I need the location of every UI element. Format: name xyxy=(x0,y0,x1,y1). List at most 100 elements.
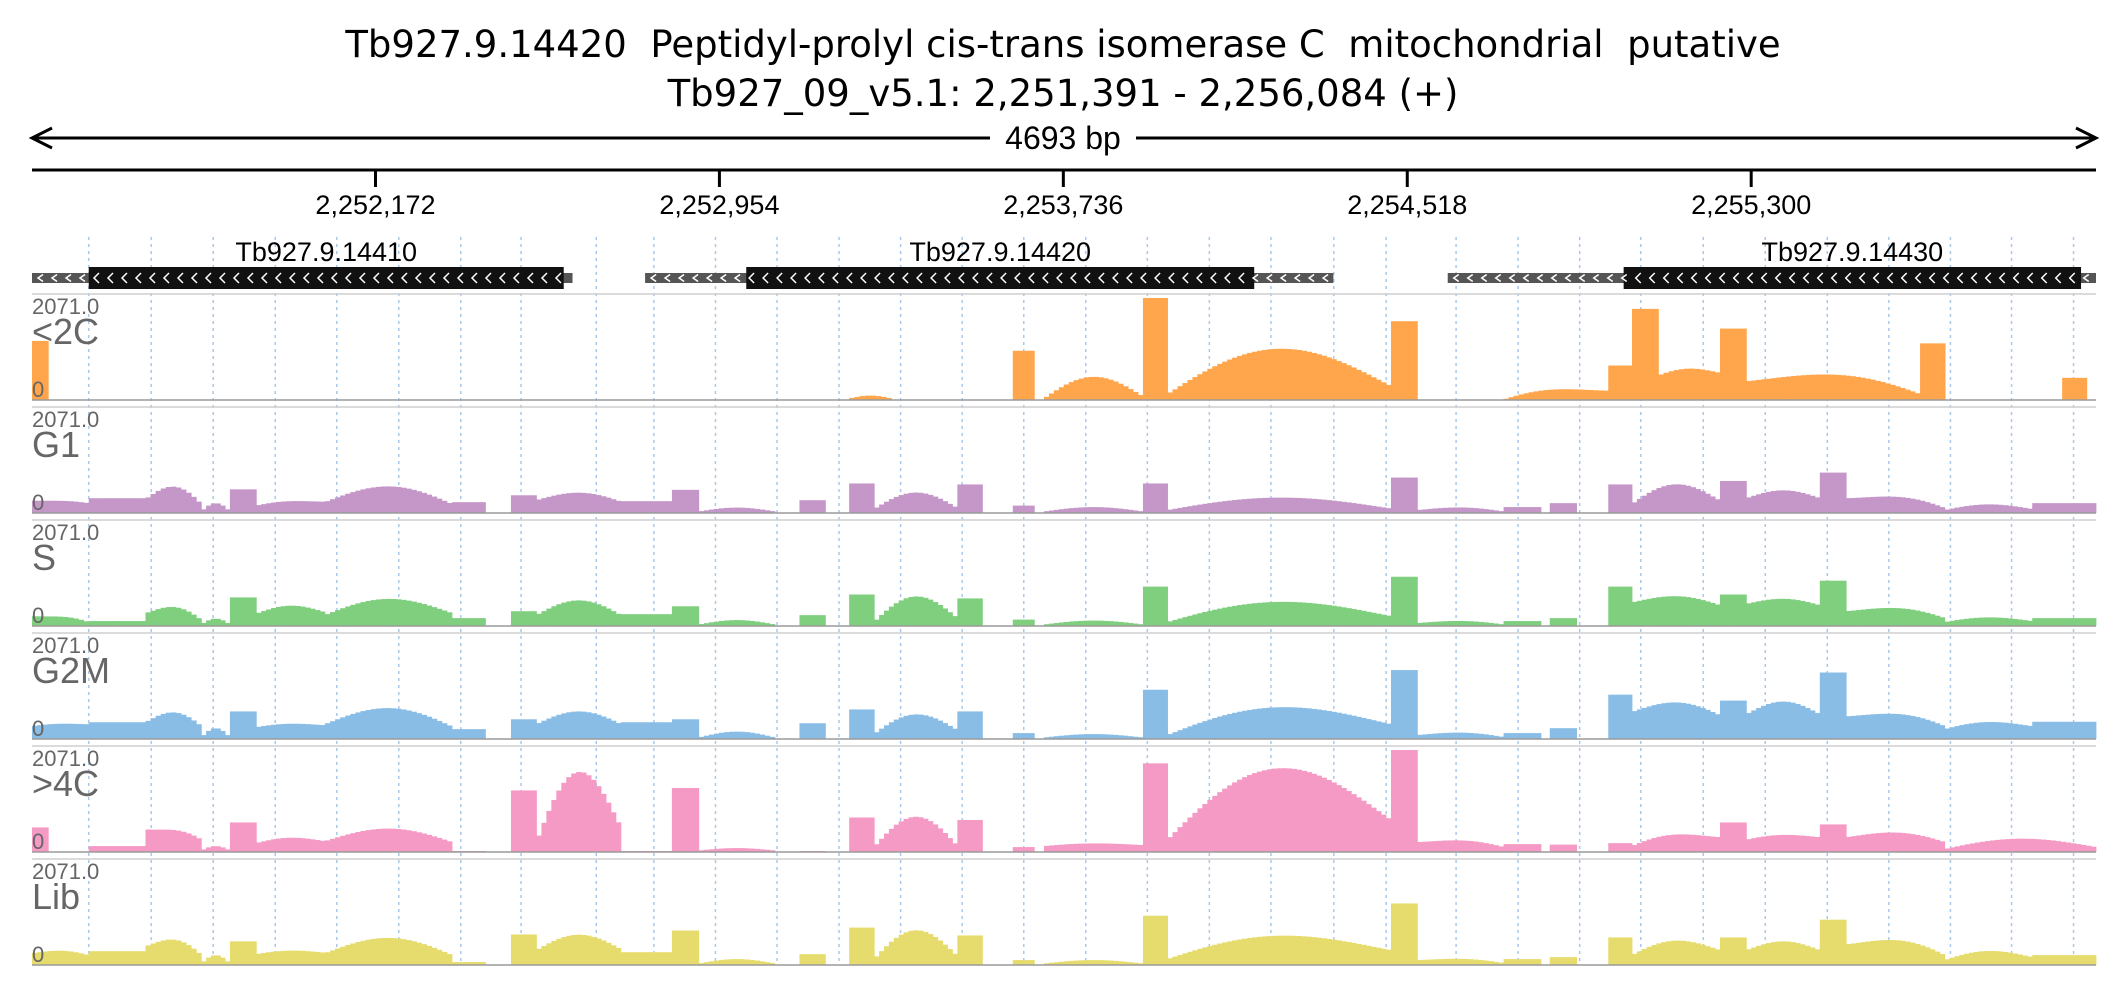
coverage-bar xyxy=(109,621,115,626)
coverage-bar xyxy=(1719,822,1726,852)
coverage-bar xyxy=(2017,724,2023,739)
coverage-bar xyxy=(1503,621,1510,626)
coverage-bar xyxy=(1613,365,1619,400)
coverage-bar xyxy=(1800,600,1806,626)
coverage-bar xyxy=(874,507,880,513)
coverage-bar xyxy=(1197,808,1203,852)
strand-chevron xyxy=(1634,272,1642,284)
coverage-bar xyxy=(1725,700,1731,739)
coverage-bar xyxy=(1920,611,1926,626)
coverage-bar xyxy=(1118,961,1124,965)
coverage-bar xyxy=(375,828,382,852)
coverage-bar xyxy=(1900,387,1906,400)
coverage-bar xyxy=(1498,962,1504,965)
coverage-bar xyxy=(671,930,678,965)
coverage-bar xyxy=(1890,713,1896,739)
coverage-bar xyxy=(1247,603,1253,626)
coverage-bar xyxy=(446,841,453,852)
coverage-bar xyxy=(625,501,632,513)
coverage-bar xyxy=(693,719,700,739)
coverage-bar xyxy=(1483,734,1489,739)
coverage-bar xyxy=(1524,621,1531,626)
coverage-bar xyxy=(93,621,100,626)
coverage-bar xyxy=(759,734,766,739)
coverage-bar xyxy=(1172,732,1178,739)
coverage-bar xyxy=(1885,383,1891,400)
coverage-bar xyxy=(671,719,678,739)
coverage-bar xyxy=(510,611,517,626)
coverage-bar xyxy=(2007,723,2014,739)
strand-chevron xyxy=(316,272,324,284)
coverage-bar xyxy=(576,600,582,626)
coverage-bar xyxy=(1012,619,1019,626)
coverage-bar xyxy=(1053,509,1060,513)
coverage-bar xyxy=(962,935,968,965)
coverage-bar xyxy=(682,930,689,965)
coverage-bar xyxy=(656,952,663,965)
coverage-bar xyxy=(546,810,552,852)
coverage-bar xyxy=(285,723,292,739)
coverage-bar xyxy=(1751,495,1757,513)
coverage-bar xyxy=(1875,713,1882,739)
coverage-bar xyxy=(1422,509,1428,513)
coverage-track-0: 2071.0<2C0 xyxy=(32,293,2096,402)
coverage-bar xyxy=(1608,937,1614,965)
coverage-bar xyxy=(1786,376,1792,400)
coverage-bar xyxy=(1565,503,1572,513)
coverage-bar xyxy=(869,927,875,965)
axis-tick-label: 2,252,954 xyxy=(659,190,779,220)
coverage-bar xyxy=(1242,710,1248,739)
coverage-bar xyxy=(2060,841,2067,852)
track-name: S xyxy=(32,537,56,578)
coverage-bar xyxy=(1636,709,1643,739)
coverage-bar xyxy=(536,499,542,513)
coverage-bar xyxy=(1825,824,1831,852)
coverage-bar xyxy=(1885,832,1891,852)
coverage-bar xyxy=(380,938,387,965)
coverage-bar xyxy=(526,719,532,739)
coverage-bar xyxy=(2042,503,2048,513)
coverage-bar xyxy=(210,955,217,965)
coverage-bar xyxy=(698,624,705,626)
coverage-bar xyxy=(1983,951,1989,965)
coverage-bar xyxy=(1043,845,1050,852)
coverage-bar xyxy=(1756,379,1762,400)
coverage-bar xyxy=(1565,844,1572,852)
coverage-bar xyxy=(1447,958,1454,965)
coverage-bar xyxy=(551,940,557,965)
coverage-bar xyxy=(1386,508,1392,513)
coverage-bar xyxy=(140,722,146,739)
coverage-bar xyxy=(165,939,172,965)
coverage-bar xyxy=(305,501,311,513)
coverage-bar xyxy=(2010,838,2016,852)
coverage-bar xyxy=(1939,953,1946,965)
coverage-bar xyxy=(1128,509,1134,513)
coverage-bar xyxy=(571,934,577,965)
coverage-bar xyxy=(1719,328,1726,400)
coverage-bar xyxy=(1715,949,1721,965)
coverage-bar xyxy=(355,942,361,965)
coverage-bar xyxy=(1699,369,1705,400)
coverage-bar xyxy=(1083,843,1089,852)
coverage-bar xyxy=(1118,621,1124,626)
coverage-bar xyxy=(416,491,422,513)
strand-chevron xyxy=(1732,272,1740,284)
coverage-bar xyxy=(452,962,458,965)
coverage-bar xyxy=(329,499,336,513)
coverage-bar xyxy=(1187,380,1193,400)
strand-chevron xyxy=(1886,272,1894,284)
coverage-bar xyxy=(1761,600,1767,626)
coverage-bar xyxy=(546,943,552,965)
coverage-bar xyxy=(596,495,602,513)
coverage-bar xyxy=(401,599,407,626)
coverage-bar xyxy=(37,952,43,965)
coverage-bar xyxy=(1088,620,1094,626)
coverage-bar xyxy=(1152,483,1159,513)
coverage-bar xyxy=(300,838,306,852)
coverage-bar xyxy=(734,959,740,965)
coverage-bar xyxy=(1661,596,1667,626)
coverage-bar xyxy=(62,723,69,739)
coverage-bar xyxy=(1934,839,1941,852)
coverage-bar xyxy=(586,493,592,513)
coverage-bar xyxy=(1666,835,1672,852)
